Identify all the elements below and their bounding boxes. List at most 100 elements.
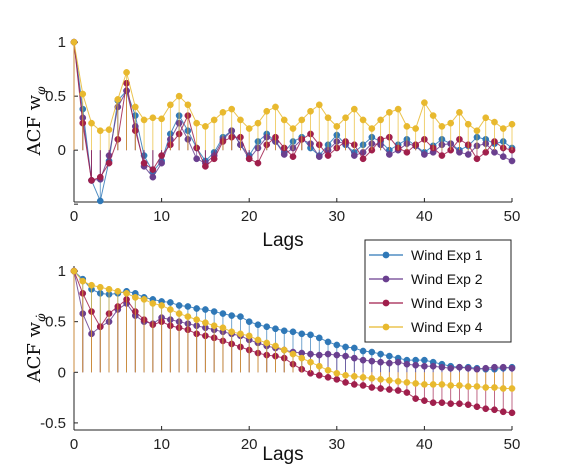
- data-point: [438, 363, 446, 371]
- data-point: [386, 151, 393, 158]
- data-point: [429, 362, 437, 370]
- data-point: [315, 101, 323, 109]
- data-point: [499, 385, 507, 392]
- y-tick-label: 1: [58, 34, 66, 51]
- data-point: [210, 308, 218, 315]
- x-tick-label: 50: [504, 436, 521, 453]
- legend-label: Wind Exp 2: [411, 271, 483, 287]
- data-point: [350, 372, 358, 380]
- data-point: [350, 354, 358, 362]
- data-point: [158, 302, 165, 309]
- data-point: [96, 197, 104, 205]
- data-point: [289, 328, 297, 336]
- data-point: [473, 127, 481, 135]
- data-point: [202, 163, 209, 170]
- data-point: [219, 310, 227, 317]
- x-tick-label: 20: [241, 436, 258, 453]
- data-point: [350, 344, 358, 352]
- data-point: [438, 399, 446, 407]
- data-point: [202, 319, 209, 327]
- data-point: [342, 352, 349, 360]
- data-point: [421, 397, 428, 404]
- data-point: [429, 399, 437, 407]
- data-point: [88, 177, 95, 184]
- data-point: [298, 330, 306, 338]
- data-point: [79, 90, 87, 98]
- data-point: [210, 155, 218, 163]
- data-point: [394, 378, 402, 385]
- data-point: [447, 400, 455, 408]
- legend-marker: [382, 299, 390, 307]
- data-point: [447, 364, 455, 372]
- data-point: [333, 341, 341, 349]
- data-point: [394, 358, 402, 366]
- data-point: [184, 101, 192, 109]
- data-point: [280, 151, 288, 158]
- data-point: [412, 361, 419, 369]
- data-point: [263, 107, 271, 115]
- data-point: [254, 159, 262, 167]
- data-point: [377, 385, 384, 392]
- data-point: [429, 381, 437, 388]
- data-point: [491, 118, 498, 126]
- data-point: [386, 386, 393, 393]
- series-wind-exp-4: [70, 38, 516, 151]
- data-point: [359, 374, 367, 381]
- data-point: [403, 389, 411, 396]
- data-point: [96, 283, 104, 291]
- data-point: [386, 109, 393, 116]
- data-point: [368, 348, 376, 356]
- series-connect-line: [73, 42, 513, 203]
- data-point: [456, 400, 463, 408]
- data-point: [228, 105, 236, 113]
- data-point: [140, 296, 148, 303]
- legend-marker: [382, 251, 390, 259]
- data-point: [254, 321, 262, 329]
- data-point: [193, 155, 200, 163]
- data-point: [307, 358, 314, 366]
- data-point: [386, 352, 393, 360]
- data-point: [438, 152, 446, 159]
- data-point: [96, 173, 104, 181]
- data-point: [447, 382, 455, 389]
- data-point: [254, 336, 262, 344]
- data-point: [228, 312, 236, 319]
- y-axis-label: ACF wφ̇: [24, 313, 48, 383]
- data-point: [140, 159, 148, 167]
- data-point: [114, 287, 122, 295]
- data-point: [473, 155, 481, 163]
- data-point: [473, 365, 481, 373]
- data-point: [403, 123, 411, 130]
- data-point: [429, 112, 437, 119]
- legend-marker: [382, 275, 390, 283]
- data-point: [184, 313, 192, 320]
- data-point: [193, 305, 200, 312]
- data-point: [438, 123, 446, 130]
- data-point: [482, 114, 490, 122]
- data-point: [324, 350, 332, 358]
- data-point: [272, 103, 279, 111]
- data-point: [131, 294, 139, 301]
- legend-marker: [382, 323, 390, 331]
- data-point: [508, 157, 516, 165]
- data-point: [421, 99, 428, 106]
- data-point: [289, 125, 297, 132]
- x-tick-label: 50: [504, 208, 521, 225]
- data-point: [342, 343, 349, 351]
- data-point: [359, 116, 367, 124]
- legend-label: Wind Exp 4: [411, 319, 483, 335]
- data-point: [499, 363, 507, 371]
- data-point: [464, 151, 472, 158]
- data-point: [464, 120, 472, 128]
- data-point: [456, 382, 463, 389]
- data-point: [421, 362, 428, 370]
- data-point: [386, 377, 393, 384]
- data-point: [482, 405, 490, 413]
- data-point: [350, 105, 358, 113]
- data-point: [324, 338, 332, 346]
- data-point: [280, 116, 288, 124]
- data-point: [421, 151, 428, 158]
- data-point: [421, 356, 428, 364]
